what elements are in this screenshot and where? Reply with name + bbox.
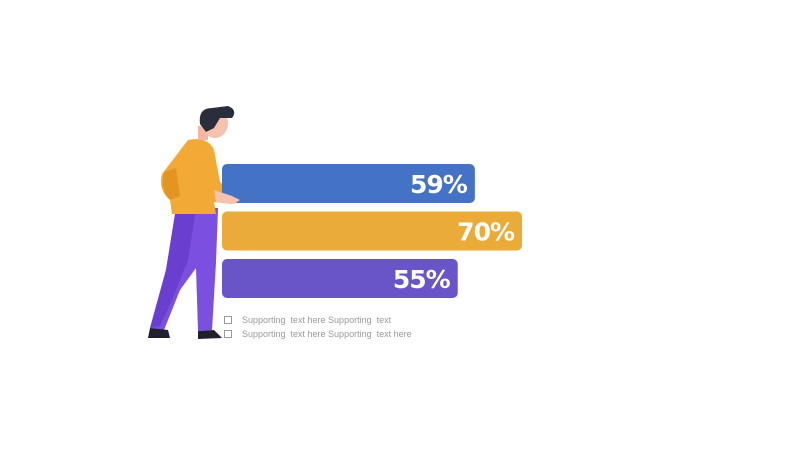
value-label: 59%: [410, 170, 468, 199]
annotation: Supporting text here Supporting text: [242, 315, 392, 325]
value-label: 55%: [393, 265, 451, 294]
annotation: Supporting text here Supporting text her…: [242, 329, 412, 339]
checkbox: [224, 316, 232, 324]
value-label: 70%: [457, 218, 515, 247]
bar: [222, 259, 458, 298]
person-illustration: [148, 106, 238, 339]
bar: [222, 164, 475, 203]
bars: 59% 70%55%: [222, 164, 523, 298]
bar: [222, 211, 523, 251]
annotations: Supporting text here Supporting text Supp…: [224, 315, 412, 339]
hand: [214, 190, 240, 204]
checkbox: [224, 330, 232, 338]
